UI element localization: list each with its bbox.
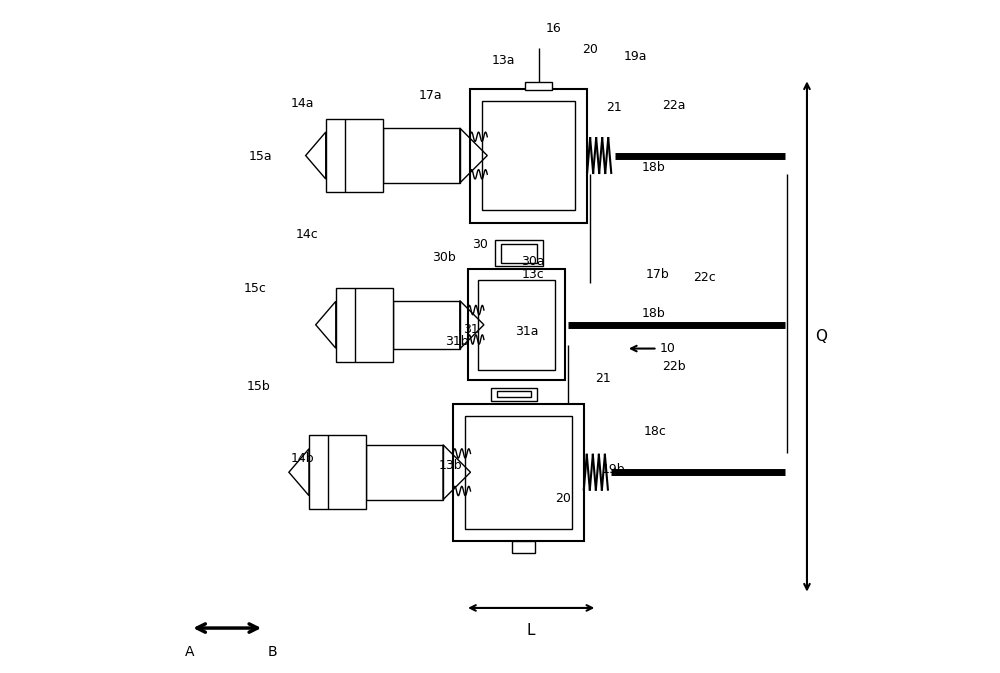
- Bar: [366, 445, 443, 499]
- Bar: [491, 388, 537, 401]
- Text: A: A: [185, 645, 194, 659]
- Text: 14a: 14a: [291, 97, 314, 110]
- Text: 16: 16: [546, 22, 561, 35]
- Bar: [497, 391, 531, 398]
- Bar: [336, 288, 393, 361]
- Text: 21: 21: [595, 371, 611, 384]
- Bar: [326, 118, 383, 192]
- Text: 15b: 15b: [247, 380, 270, 393]
- Text: 13a: 13a: [492, 54, 515, 67]
- Text: 31b: 31b: [445, 334, 469, 348]
- Text: 15a: 15a: [249, 150, 272, 164]
- Bar: [501, 244, 537, 262]
- Text: 31a: 31a: [515, 324, 538, 338]
- Text: 19b: 19b: [602, 463, 625, 476]
- Text: 17a: 17a: [418, 89, 442, 102]
- Text: 18b: 18b: [642, 161, 666, 174]
- Bar: [525, 82, 552, 90]
- Text: L: L: [527, 623, 535, 638]
- Bar: [453, 404, 584, 541]
- Bar: [512, 541, 535, 553]
- Text: 30b: 30b: [432, 251, 455, 264]
- Bar: [383, 128, 460, 183]
- Text: 18c: 18c: [644, 425, 667, 438]
- Bar: [465, 416, 572, 529]
- Bar: [393, 301, 460, 349]
- Text: 20: 20: [582, 43, 598, 56]
- Text: 17b: 17b: [646, 269, 670, 281]
- Bar: [495, 240, 543, 266]
- Text: 22b: 22b: [662, 360, 686, 373]
- Text: 30a: 30a: [521, 255, 545, 268]
- Text: 19a: 19a: [624, 50, 647, 63]
- Text: 13c: 13c: [521, 269, 544, 281]
- Bar: [309, 435, 366, 509]
- Text: B: B: [267, 645, 277, 659]
- Text: 22c: 22c: [693, 271, 716, 284]
- Bar: [468, 269, 565, 380]
- Text: 14b: 14b: [291, 452, 315, 465]
- Text: 15c: 15c: [244, 282, 267, 295]
- FancyArrowPatch shape: [197, 624, 257, 632]
- Text: 31: 31: [463, 323, 479, 336]
- Text: Q: Q: [815, 329, 827, 344]
- Bar: [470, 89, 587, 223]
- Bar: [478, 279, 555, 370]
- Text: 13b: 13b: [438, 459, 462, 472]
- Text: 22a: 22a: [662, 99, 686, 112]
- Text: 30: 30: [472, 238, 488, 250]
- Text: 10: 10: [660, 342, 675, 355]
- Text: 20: 20: [555, 492, 571, 505]
- Text: 21: 21: [606, 101, 622, 114]
- Bar: [482, 100, 575, 211]
- Text: 14c: 14c: [296, 228, 318, 241]
- Text: 18b: 18b: [642, 306, 666, 320]
